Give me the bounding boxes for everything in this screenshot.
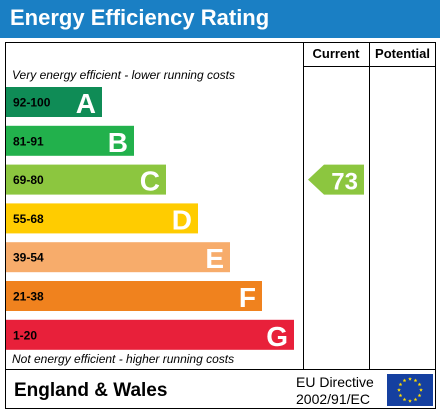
- band-bar-b: [6, 125, 134, 156]
- directive-line-1: EU Directive: [296, 374, 374, 390]
- band-bar-d: [6, 203, 198, 234]
- directive-line-2: 2002/91/EC: [296, 391, 370, 407]
- band-letter-c: C: [140, 166, 160, 197]
- band-letter-a: A: [76, 88, 96, 119]
- top-caption: Very energy efficient - lower running co…: [12, 68, 235, 82]
- band-bar-f: [6, 281, 262, 311]
- band-range-c: 69-80: [13, 173, 44, 187]
- band-letter-f: F: [239, 282, 256, 313]
- current-rating-value: 73: [331, 169, 358, 196]
- chart-frame: [5, 42, 436, 409]
- band-bar-e: [6, 242, 230, 273]
- bottom-caption: Not energy efficient - higher running co…: [12, 352, 235, 366]
- potential-column-header: Potential: [375, 46, 430, 61]
- band-letter-e: E: [205, 243, 224, 274]
- current-column-header: Current: [312, 46, 360, 61]
- header-divider: [303, 66, 436, 67]
- footer-divider: [5, 369, 436, 370]
- band-bar-a: [6, 87, 102, 117]
- potential-column-divider: [369, 42, 370, 369]
- band-letter-b: B: [108, 127, 128, 158]
- chart-title: Energy Efficiency Rating: [10, 5, 270, 30]
- band-bar-g: [6, 319, 294, 350]
- band-letter-d: D: [172, 204, 192, 235]
- band-range-f: 21-38: [13, 290, 44, 304]
- current-column-divider: [303, 42, 304, 369]
- band-range-d: 55-68: [13, 212, 44, 226]
- band-range-g: 1-20: [13, 328, 37, 342]
- title-bar: Energy Efficiency Rating: [0, 0, 440, 38]
- band-range-e: 39-54: [13, 251, 44, 265]
- band-range-a: 92-100: [13, 96, 51, 110]
- band-bar-c: [6, 164, 166, 195]
- region-label: England & Wales: [14, 380, 168, 401]
- band-range-b: 81-91: [13, 134, 44, 148]
- current-rating-arrow: [308, 164, 364, 195]
- band-letter-g: G: [266, 321, 288, 352]
